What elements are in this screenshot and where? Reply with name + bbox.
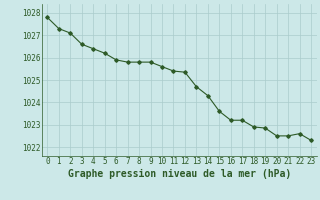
X-axis label: Graphe pression niveau de la mer (hPa): Graphe pression niveau de la mer (hPa) [68,169,291,179]
